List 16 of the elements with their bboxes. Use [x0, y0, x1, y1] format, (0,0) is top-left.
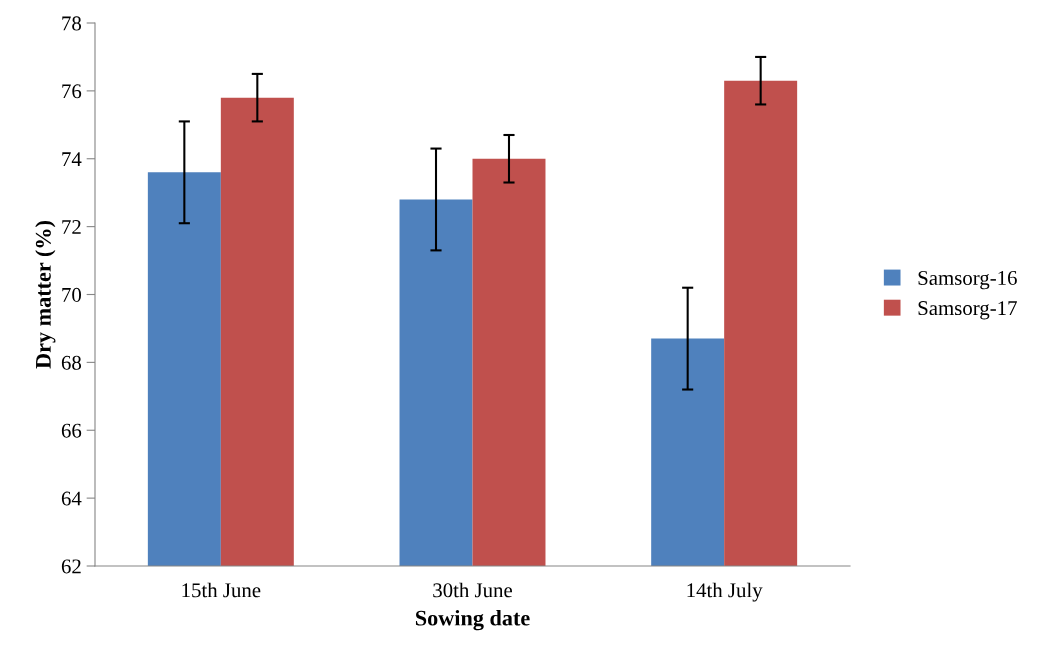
x-axis-title: Sowing date: [415, 609, 530, 631]
y-tick-label: 68: [61, 355, 82, 370]
legend-label: Samsorg-17: [918, 301, 1017, 320]
y-tick-label: 74: [62, 152, 82, 166]
x-tick-label: 14th July: [687, 582, 763, 602]
y-tick-label: 66: [61, 423, 82, 438]
y-axis-title: Dry matter (%): [35, 221, 56, 369]
y-tick-label: 70: [62, 287, 82, 302]
x-tick-label: 15th June: [182, 582, 261, 598]
y-tick-label: 72: [62, 220, 81, 234]
y-tick-label: 78: [62, 16, 82, 31]
y-tick-label: 76: [62, 84, 82, 99]
y-tick-label: 62: [61, 559, 81, 574]
legend-label: Samsorg-16: [918, 271, 1017, 290]
x-tick-label: 30th June: [433, 582, 512, 598]
y-tick-label: 64: [61, 491, 82, 506]
